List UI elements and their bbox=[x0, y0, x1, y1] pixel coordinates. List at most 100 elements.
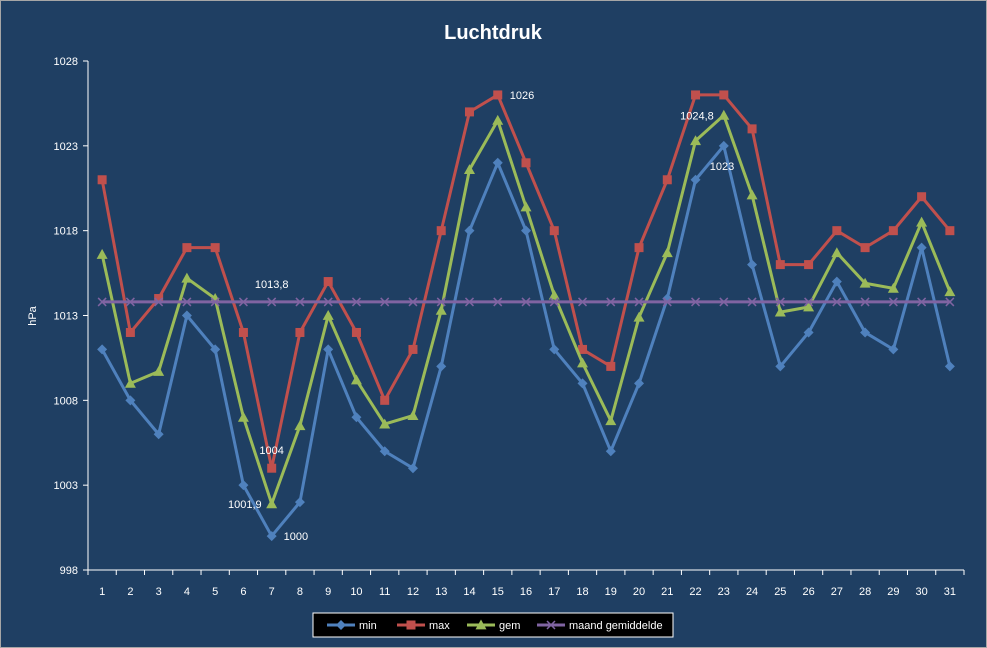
point-maand-gemiddelde bbox=[295, 297, 305, 307]
chart-title: Luchtdruk bbox=[444, 22, 543, 44]
x-tick-label: 23 bbox=[718, 586, 730, 598]
point-gem bbox=[831, 247, 843, 258]
x-tick-label: 20 bbox=[633, 586, 645, 598]
x-tick-label: 22 bbox=[689, 586, 701, 598]
x-tick-label: 14 bbox=[463, 586, 475, 598]
point-maand-gemiddelde bbox=[860, 297, 870, 307]
point-max bbox=[408, 344, 418, 354]
point-max bbox=[634, 243, 644, 253]
point-min bbox=[690, 174, 701, 185]
point-gem bbox=[661, 247, 673, 258]
point-gem bbox=[96, 248, 108, 259]
point-gem bbox=[350, 374, 362, 385]
point-max bbox=[691, 90, 701, 100]
legend-marker-maand-gemiddelde bbox=[546, 620, 556, 630]
point-maand-gemiddelde bbox=[691, 297, 701, 307]
point-gem bbox=[548, 289, 560, 300]
point-maand-gemiddelde bbox=[210, 297, 220, 307]
x-tick-label: 8 bbox=[297, 586, 303, 598]
point-min bbox=[323, 344, 334, 355]
point-max bbox=[351, 327, 361, 337]
point-gem bbox=[887, 282, 899, 293]
point-max bbox=[860, 243, 870, 253]
x-tick-label: 15 bbox=[492, 586, 504, 598]
point-min bbox=[266, 531, 277, 542]
point-maand-gemiddelde bbox=[634, 297, 644, 307]
data-label: 1026 bbox=[510, 90, 534, 102]
point-gem bbox=[492, 114, 504, 125]
point-gem bbox=[124, 377, 136, 388]
point-max bbox=[578, 344, 588, 354]
x-tick-label: 31 bbox=[944, 586, 956, 598]
point-min bbox=[294, 497, 305, 508]
point-maand-gemiddelde bbox=[577, 297, 588, 307]
point-min bbox=[577, 378, 588, 389]
point-gem bbox=[633, 311, 645, 322]
point-max bbox=[493, 90, 503, 100]
point-max bbox=[210, 243, 220, 253]
point-max bbox=[775, 260, 785, 270]
legend: min max gem maand gemiddelde bbox=[312, 612, 674, 638]
point-max bbox=[747, 124, 757, 134]
point-maand-gemiddelde bbox=[832, 297, 842, 307]
point-min bbox=[153, 429, 164, 440]
point-gem bbox=[916, 216, 928, 227]
point-max bbox=[182, 243, 192, 253]
x-tick-label: 1 bbox=[99, 586, 105, 598]
point-maand-gemiddelde bbox=[804, 297, 814, 307]
x-tick-label: 27 bbox=[831, 586, 843, 598]
point-maand-gemiddelde bbox=[493, 297, 503, 307]
point-max bbox=[804, 260, 814, 270]
point-gem bbox=[605, 415, 617, 426]
point-gem bbox=[690, 135, 702, 146]
x-tick-label: 19 bbox=[605, 586, 617, 598]
x-tick-label: 9 bbox=[325, 586, 331, 598]
x-tick-label: 7 bbox=[269, 586, 275, 598]
data-label: 1024,8 bbox=[680, 110, 714, 122]
point-max bbox=[238, 327, 248, 337]
point-min bbox=[436, 361, 447, 372]
point-gem bbox=[237, 411, 249, 422]
data-label: 1000 bbox=[284, 531, 308, 543]
point-maand-gemiddelde bbox=[97, 297, 107, 307]
point-gem bbox=[746, 189, 758, 200]
legend-label-max: max bbox=[429, 620, 450, 632]
y-tick-label: 1008 bbox=[54, 395, 78, 407]
x-tick-label: 28 bbox=[859, 586, 871, 598]
point-max bbox=[662, 175, 672, 185]
point-gem bbox=[774, 306, 786, 317]
point-gem bbox=[294, 420, 306, 431]
point-gem bbox=[463, 164, 475, 174]
point-max bbox=[464, 107, 474, 117]
point-gem bbox=[944, 286, 956, 297]
point-min bbox=[549, 344, 560, 355]
point-maand-gemiddelde bbox=[945, 297, 955, 307]
y-tick-label: 1028 bbox=[54, 56, 78, 68]
point-gem bbox=[266, 498, 278, 509]
point-min bbox=[888, 344, 899, 355]
legend-label-maand-gemiddelde: maand gemiddelde bbox=[569, 620, 663, 632]
point-min bbox=[464, 225, 475, 236]
point-gem bbox=[153, 365, 165, 376]
x-tick-label: 12 bbox=[407, 586, 419, 598]
point-min bbox=[747, 259, 758, 270]
point-gem bbox=[435, 304, 447, 315]
point-max bbox=[606, 361, 616, 371]
x-tick-label: 10 bbox=[350, 586, 362, 598]
x-tick-label: 11 bbox=[379, 586, 390, 598]
x-tick-label: 17 bbox=[548, 586, 560, 598]
point-gem bbox=[407, 410, 419, 421]
point-maand-gemiddelde bbox=[606, 297, 616, 307]
point-gem bbox=[803, 301, 815, 312]
point-max bbox=[154, 294, 164, 304]
x-tick-label: 29 bbox=[887, 586, 899, 598]
point-gem bbox=[520, 201, 532, 212]
point-max bbox=[888, 226, 898, 236]
point-max bbox=[549, 226, 559, 236]
y-tick-label: 1018 bbox=[54, 226, 78, 238]
y-axis-title: hPa bbox=[27, 305, 39, 325]
point-min bbox=[831, 276, 842, 287]
point-max bbox=[832, 226, 842, 236]
point-min bbox=[238, 480, 249, 491]
